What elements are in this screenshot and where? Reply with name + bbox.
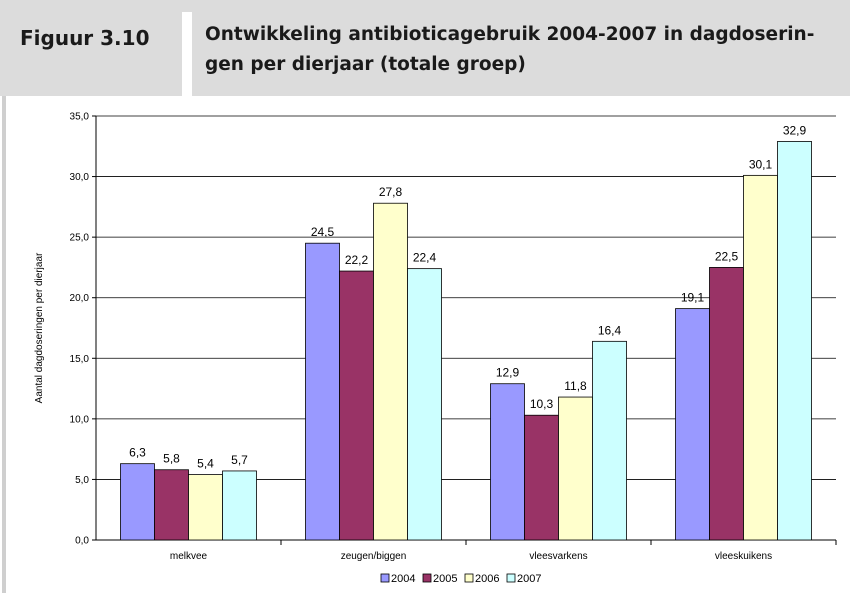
x-tick-label: vleesvarkens [529,551,587,562]
data-label: 10,3 [530,397,554,411]
figure-header: Figuur 3.10 Ontwikkeling antibioticagebr… [0,0,850,96]
legend-label-2007: 2007 [517,573,541,585]
data-label: 24,5 [311,225,335,239]
x-tick-label: zeugen/biggen [341,551,407,562]
legend-label-2006: 2006 [475,573,499,585]
y-tick-label: 20,0 [70,293,90,304]
legend-swatch-2007 [506,573,516,583]
data-label: 12,9 [496,366,520,380]
data-label: 22,5 [715,249,739,263]
data-label: 19,1 [681,291,705,305]
bar-2006-vleeskuikens [743,174,778,541]
data-label: 6,3 [129,446,146,460]
data-label: 5,7 [231,453,248,467]
y-axis-label: Aantal dagdoseringen per dierjaar [34,252,45,403]
y-tick-label: 0,0 [75,536,89,547]
legend-swatch-2005 [422,573,432,583]
y-tick-label: 25,0 [70,233,90,244]
data-label: 5,4 [197,457,214,471]
y-tick-label: 35,0 [70,112,90,123]
bar-2007-vleesvarkens [592,340,627,541]
legend-label-2005: 2005 [433,573,457,585]
data-label: 22,2 [345,253,369,267]
bar-2004-zeugen-biggen [305,242,340,541]
figure-title-line-2: gen per dierjaar (totale groep) [205,54,526,75]
bar-2004-vleeskuikens [675,308,710,541]
data-label: 11,8 [564,379,587,393]
figure-label: Figuur 3.10 [20,26,150,50]
header-divider [182,12,192,96]
data-label: 5,8 [163,452,180,466]
legend-label-2004: 2004 [391,573,415,585]
legend-swatch-2004 [380,573,390,583]
bar-2005-vleeskuikens [709,267,744,541]
bar-2006-melkvee [188,474,223,541]
left-rule [2,96,6,593]
bar-2004-melkvee [120,463,155,541]
bar-2006-vleesvarkens [558,396,593,541]
bar-2005-zeugen-biggen [339,270,374,541]
y-tick-label: 15,0 [70,354,90,365]
y-tick-label: 10,0 [70,414,90,425]
y-tick-label: 30,0 [70,172,90,183]
data-label: 16,4 [598,323,622,337]
data-label: 32,9 [783,123,807,137]
x-tick-label: melkvee [170,551,208,562]
bar-2007-vleeskuikens [777,141,812,541]
data-label: 22,4 [413,251,437,265]
x-tick-label: vleeskuikens [715,551,772,562]
data-label: 27,8 [379,185,403,199]
bar-2006-zeugen-biggen [373,202,408,541]
legend-swatch-2006 [464,573,474,583]
bar-2004-vleesvarkens [490,383,525,541]
data-label: 30,1 [749,157,773,171]
bar-2005-melkvee [154,469,189,541]
figure-title: Ontwikkeling antibioticagebruik 2004-200… [205,20,830,80]
bar-2007-zeugen-biggen [407,268,442,541]
bar-2007-melkvee [222,470,257,541]
figure-title-line-1: Ontwikkeling antibioticagebruik 2004-200… [205,24,815,45]
y-tick-label: 5,0 [75,475,89,486]
bar-2005-vleesvarkens [524,414,559,541]
